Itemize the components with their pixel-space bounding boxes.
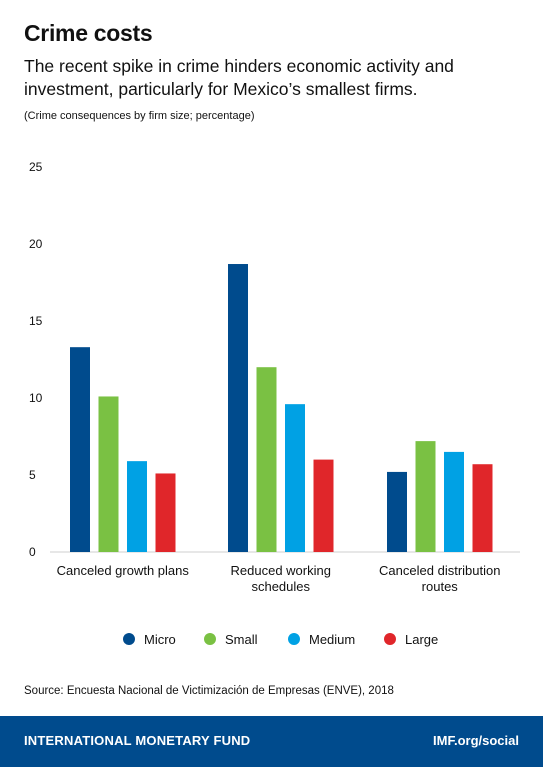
bar-large [155, 473, 176, 552]
bar-micro [387, 471, 407, 552]
bar-small [256, 367, 277, 552]
bar-medium [444, 451, 464, 552]
bar-medium [285, 404, 305, 552]
legend-swatch-micro [123, 633, 135, 645]
x-category-label: Canceled distribution routes [379, 563, 500, 594]
y-tick-label: 20 [29, 237, 43, 251]
legend-label-micro: Micro [144, 632, 176, 647]
bar-large [313, 459, 334, 552]
footer-org-name: INTERNATIONAL MONETARY FUND [24, 733, 251, 748]
legend-label-large: Large [405, 632, 438, 647]
legend-swatch-small [204, 633, 216, 645]
category-labels: Canceled growth plans Reduced working sche… [57, 563, 501, 594]
bars [70, 264, 493, 552]
y-tick-label: 25 [29, 160, 43, 174]
source-note: Source: Encuesta Nacional de Victimizaci… [24, 685, 394, 697]
chart-title: Crime costs [24, 20, 153, 46]
legend-swatch-medium [288, 633, 300, 645]
y-tick-label: 15 [29, 314, 43, 328]
footer-bar: INTERNATIONAL MONETARY FUND IMF.org/soci… [0, 716, 543, 767]
legend-label-medium: Medium [309, 632, 355, 647]
bar-medium [127, 461, 147, 552]
legend-swatch-large [384, 633, 396, 645]
x-category-label: Reduced working schedules [231, 563, 331, 594]
y-axis: 0 5 10 15 20 25 [29, 160, 43, 559]
bar-small [98, 396, 119, 552]
bar-micro [70, 347, 90, 552]
legend: Micro Small Medium Large [123, 632, 438, 647]
bar-chart: 0 5 10 15 20 25 Canceled growth plans Reduced … [29, 160, 520, 647]
bar-large [472, 464, 493, 552]
chart-subtitle: The recent spike in crime hinders econom… [24, 56, 454, 99]
y-tick-label: 0 [29, 545, 36, 559]
y-tick-label: 5 [29, 468, 36, 482]
footer-link[interactable]: IMF.org/social [433, 733, 519, 748]
legend-label-small: Small [225, 632, 258, 647]
x-category-label: Canceled growth plans [57, 563, 190, 578]
y-tick-label: 10 [29, 391, 43, 405]
bar-micro [228, 264, 248, 552]
bar-small [415, 441, 436, 552]
chart-note: (Crime consequences by firm size; percen… [24, 110, 255, 122]
